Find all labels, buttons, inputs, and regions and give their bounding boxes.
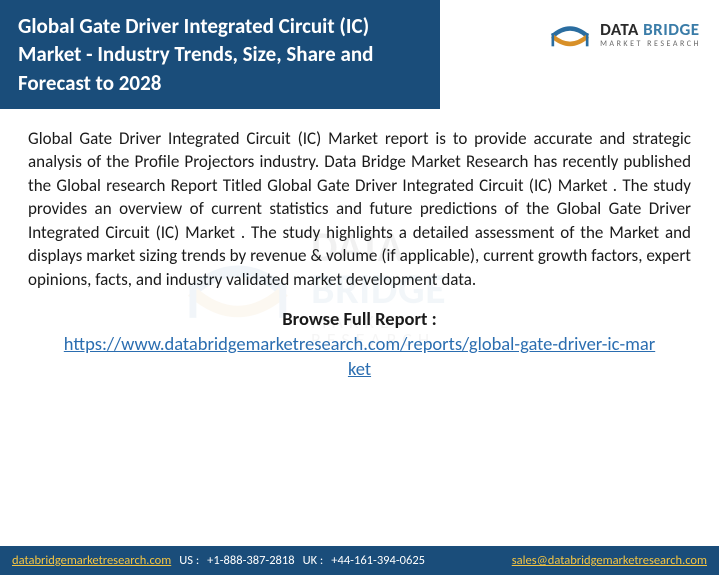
logo-word1: DATA <box>600 19 639 40</box>
logo-text: DATA BRIDGE MARKET RESEARCH <box>600 21 701 48</box>
bridge-icon <box>548 12 592 56</box>
footer-us-phone: +1-888-387-2818 <box>207 553 294 568</box>
footer-email-link[interactable]: sales@databridgemarketresearch.com <box>512 553 707 568</box>
logo-subtitle: MARKET RESEARCH <box>600 40 701 48</box>
report-description: Global Gate Driver Integrated Circuit (I… <box>0 109 719 301</box>
footer-us-label: US : <box>179 553 199 568</box>
logo-word2: BRIDGE <box>643 19 699 40</box>
footer-bar: databridgemarketresearch.com US : +1-888… <box>0 546 719 575</box>
browse-label: Browse Full Report : <box>60 307 659 330</box>
company-logo: DATA BRIDGE MARKET RESEARCH <box>548 12 701 56</box>
footer-website-link[interactable]: databridgemarketresearch.com <box>12 553 171 568</box>
report-url-link[interactable]: https://www.databridgemarketresearch.com… <box>60 332 659 382</box>
page-title: Global Gate Driver Integrated Circuit (I… <box>18 12 422 97</box>
header-banner: Global Gate Driver Integrated Circuit (I… <box>0 0 440 109</box>
footer-uk-phone: +44-161-394-0625 <box>331 553 425 568</box>
footer-uk-label: UK : <box>303 553 324 568</box>
browse-section: Browse Full Report : https://www.databri… <box>0 301 719 382</box>
